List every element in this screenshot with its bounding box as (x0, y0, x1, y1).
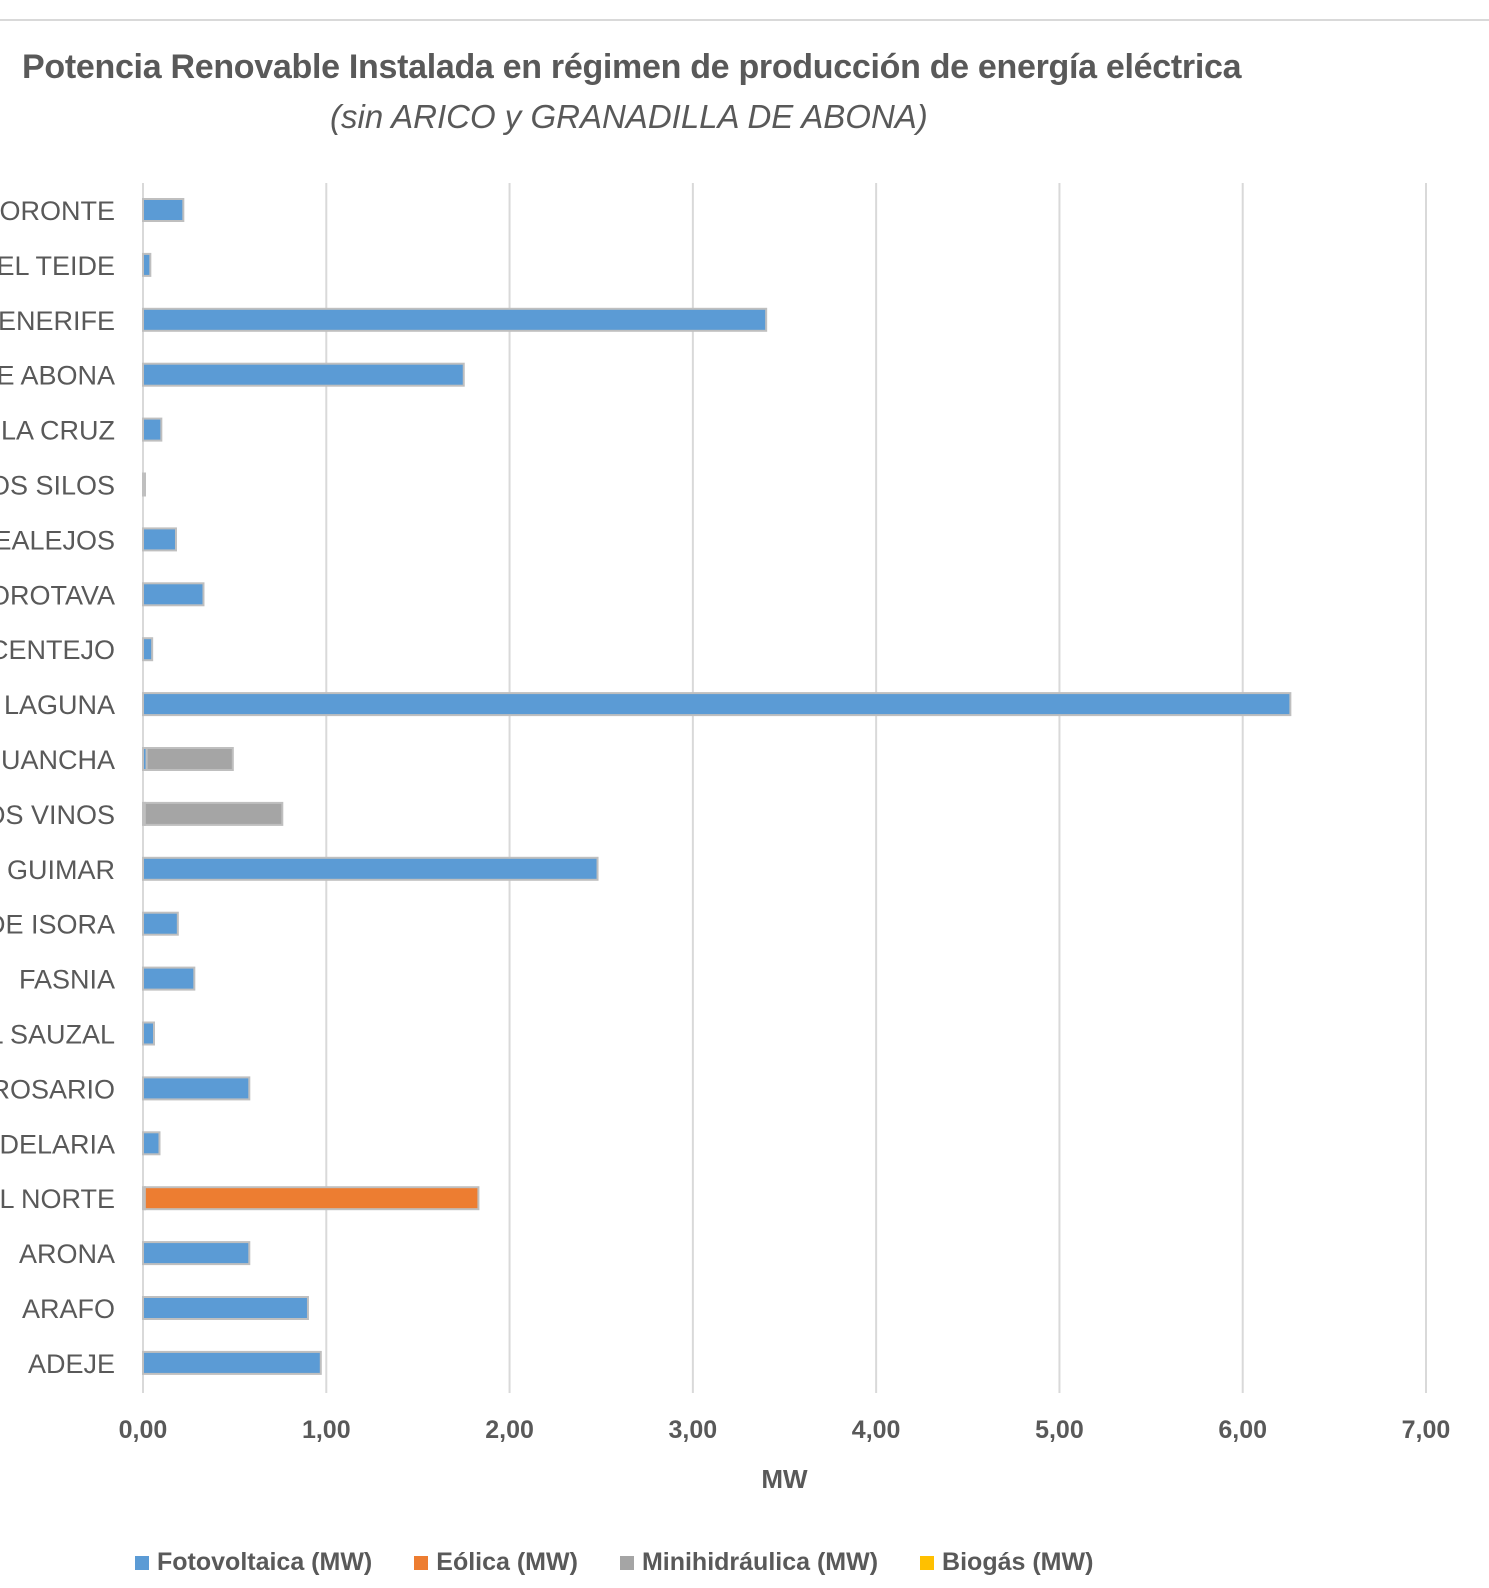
gridlines (142, 183, 1427, 1393)
category-label: E ABONA (0, 361, 115, 391)
category-label: EL TEIDE (0, 251, 115, 281)
bar (142, 362, 465, 387)
x-tick-label: 0,00 (119, 1416, 168, 1444)
category-label: ADEJE (28, 1349, 115, 1379)
bar (142, 1131, 161, 1156)
bar (142, 1350, 322, 1375)
category-label: ARONA (19, 1239, 115, 1269)
bar (142, 582, 205, 607)
category-label: ARAFO (22, 1294, 115, 1324)
bar (145, 747, 234, 771)
chart-subtitle: (sin ARICO y GRANADILLA DE ABONA) (330, 98, 928, 135)
category-label: EL NORTE (0, 1184, 115, 1214)
bars (142, 198, 1292, 1375)
x-tick-labels: 0,00 1,00 2,00 3,00 4,00 5,00 6,00 7,00 (119, 1416, 1451, 1444)
x-tick-label: 7,00 (1402, 1416, 1451, 1444)
category-label: LAGUNA (4, 690, 115, 720)
legend-swatch (619, 1556, 634, 1571)
category-label: TENERIFE (0, 306, 115, 336)
x-tick-label: 3,00 (669, 1416, 718, 1444)
chart-legend: Fotovoltaica (MW) Eólica (MW) Minihidráuli… (135, 1548, 1135, 1588)
x-tick-label: 1,00 (302, 1416, 351, 1444)
legend-swatch (135, 1556, 149, 1571)
legend-swatch (414, 1556, 429, 1571)
legend-item: Biogás (MW) (920, 1548, 1093, 1577)
top-divider (0, 19, 1489, 21)
legend-item: Eólica (MW) (414, 1548, 578, 1577)
category-label: GUIMAR (7, 855, 115, 885)
bar (142, 1021, 155, 1046)
category-label: DELARIA (0, 1129, 115, 1159)
bar (142, 856, 599, 881)
bar (142, 198, 185, 222)
legend-label: Minihidráulica (MW) (641, 1548, 879, 1576)
bar (142, 1076, 251, 1101)
bar (142, 472, 146, 497)
bar-chart: CORONTE EL TEIDE TENERIFE E ABONA LA CRUZ OS … (0, 183, 1451, 1494)
bar (143, 801, 284, 826)
bar (142, 911, 179, 936)
x-axis-title: MW (761, 1464, 808, 1494)
bar (142, 637, 154, 662)
bar (142, 527, 177, 552)
category-label: OS VINOS (0, 800, 115, 830)
chart-title: Potencia Renovable Instalada en régimen … (22, 48, 1242, 86)
x-tick-label: 5,00 (1035, 1416, 1084, 1444)
category-label: FASNIA (19, 965, 115, 995)
bar (142, 307, 768, 332)
bar (142, 966, 196, 991)
bar (143, 1186, 480, 1211)
category-label: GUANCHA (0, 745, 115, 775)
x-tick-label: 2,00 (485, 1416, 534, 1444)
category-label: CORONTE (0, 196, 115, 226)
category-label: OROTAVA (0, 580, 115, 610)
legend-label: Biogás (MW) (942, 1548, 1094, 1576)
category-label: CENTEJO (0, 635, 115, 665)
legend-swatch (920, 1556, 935, 1571)
category-label: EALEJOS (0, 525, 115, 555)
bar (142, 692, 1292, 717)
category-label: DE ISORA (0, 910, 115, 940)
category-label: L SAUZAL (0, 1020, 115, 1050)
category-label: OS SILOS (0, 471, 115, 501)
category-label: LA CRUZ (1, 416, 115, 446)
legend-label: Fotovoltaica (MW) (157, 1548, 373, 1576)
x-tick-label: 6,00 (1218, 1416, 1267, 1444)
bar (142, 417, 163, 442)
category-labels: CORONTE EL TEIDE TENERIFE E ABONA LA CRUZ OS … (0, 196, 115, 1379)
legend-item: Minihidráulica (MW) (619, 1548, 879, 1577)
bar (142, 252, 152, 277)
bar (142, 1296, 309, 1320)
bar (142, 1241, 251, 1266)
category-label: ROSARIO (0, 1074, 115, 1104)
x-tick-label: 4,00 (852, 1416, 901, 1444)
legend-label: Eólica (MW) (436, 1548, 578, 1576)
legend-item: Fotovoltaica (MW) (135, 1548, 372, 1577)
